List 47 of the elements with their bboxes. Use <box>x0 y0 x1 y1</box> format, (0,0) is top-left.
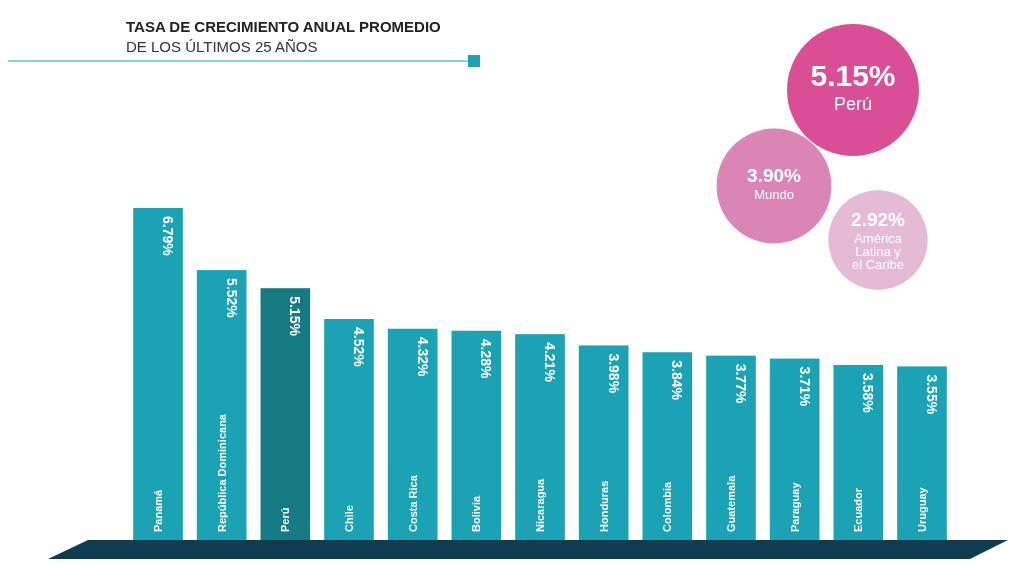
bar <box>515 334 565 540</box>
x-tick-label: Guatemala <box>724 474 737 532</box>
data-label: 4.32% <box>414 336 431 378</box>
data-label: 3.58% <box>860 372 877 414</box>
data-label: 3.71% <box>796 366 813 407</box>
data-label: 3.98% <box>605 353 622 394</box>
x-tick-label: República Dominicana <box>215 413 228 532</box>
bar <box>769 358 820 540</box>
data-label: 5.15% <box>810 59 896 92</box>
x-tick-label: Uruguay <box>915 486 928 532</box>
bar <box>387 328 438 540</box>
chart-title: TASA DE CRECIMIENTO ANUAL PROMEDIO <box>126 18 442 35</box>
bar <box>642 352 693 540</box>
bar <box>833 364 884 540</box>
data-label: 2.92% <box>851 209 906 230</box>
bar <box>897 366 947 540</box>
x-tick-label: Nicaragua <box>534 477 546 532</box>
data-label: 5.15% <box>287 296 304 337</box>
x-tick-label: Chile <box>343 505 356 532</box>
data-label: 4.52% <box>351 326 368 368</box>
x-tick-label: Ecuador <box>852 487 865 532</box>
x-tick-label: Costa Rica <box>406 474 419 532</box>
x-tick-label: Panamá <box>152 488 165 532</box>
chart-subtitle: DE LOS ÚLTIMOS 25 AÑOS <box>126 38 318 55</box>
bar <box>133 208 183 540</box>
category-label: América Latina y el Caribe <box>851 231 905 272</box>
bar <box>451 330 502 540</box>
data-label: 5.52% <box>223 278 240 319</box>
data-label: 3.55% <box>923 374 940 415</box>
data-label: 4.21% <box>542 342 558 383</box>
x-tick-label: Perú <box>279 507 292 532</box>
x-tick-label: Colombia <box>661 481 674 532</box>
x-tick-label: Paraguay <box>788 481 801 532</box>
data-label: 3.84% <box>669 360 686 401</box>
bar <box>324 318 374 540</box>
category-label: Mundo <box>754 187 794 202</box>
data-label: 6.79% <box>160 216 177 257</box>
data-label: 3.77% <box>732 363 749 404</box>
bar <box>260 288 311 540</box>
bar <box>706 355 756 540</box>
x-tick-label: Honduras <box>597 480 610 532</box>
bar <box>196 270 247 540</box>
data-label: 3.90% <box>747 165 802 186</box>
data-label: 4.28% <box>478 338 495 379</box>
bar <box>578 345 629 540</box>
x-tick-label: Bolivia <box>470 495 483 532</box>
category-label: Perú <box>833 94 873 114</box>
